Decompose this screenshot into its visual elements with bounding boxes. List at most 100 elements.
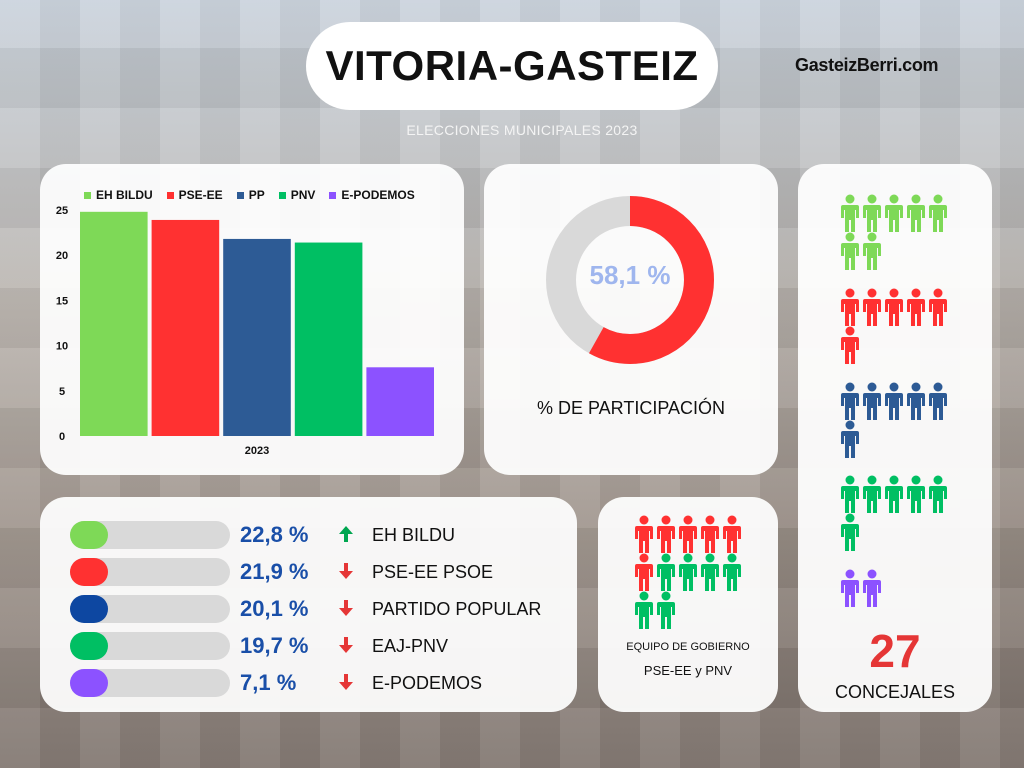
council-seat-icon (840, 232, 860, 272)
legend-label: PNV (290, 188, 316, 202)
result-bar-fill (70, 521, 108, 549)
council-seat-icon (840, 194, 860, 234)
participation-label: % DE PARTICIPACIÓN (536, 398, 726, 418)
bar-pse-ee (151, 219, 220, 436)
council-seat-icon (840, 569, 860, 609)
result-bar-track (70, 632, 230, 660)
result-bar-fill (70, 595, 108, 623)
council-seat-icon (840, 326, 860, 366)
council-seat-icon (884, 194, 904, 234)
legend-item: PSE-EE (166, 188, 223, 202)
result-row: 22,8 % EH BILDU (70, 521, 455, 549)
result-party: E-PODEMOS (372, 672, 483, 693)
y-tick-label: 15 (56, 295, 68, 307)
council-seats-card: 27 CONCEJALES (798, 164, 992, 712)
legend-swatch (278, 191, 286, 199)
bar-e-podemos (366, 367, 434, 436)
council-seat-icon (862, 475, 882, 515)
page-subtitle: ELECCIONES MUNICIPALES 2023 (406, 122, 638, 138)
site-logo: GasteizBerri.com (795, 55, 939, 75)
chart-legend: EH BILDU PSE-EE PP PNV E-PODEMOS (84, 188, 415, 202)
council-seat-icon (906, 194, 926, 234)
government-seat-icon (678, 515, 698, 555)
result-percentage: 22,8 % (240, 522, 309, 547)
government-seat-icon (722, 553, 742, 593)
donut-arc (546, 196, 714, 364)
council-seat-icon (928, 382, 948, 422)
result-row: 20,1 % PARTIDO POPULAR (70, 595, 541, 623)
legend-swatch (166, 191, 174, 199)
result-row: 21,9 % PSE-EE PSOE (70, 558, 493, 586)
council-seat-icon (906, 382, 926, 422)
arrow-down-icon (338, 562, 364, 582)
result-percentage: 20,1 % (240, 596, 309, 621)
result-bar-track (70, 558, 230, 586)
government-parties: PSE-EE y PNV (643, 663, 733, 678)
arrow-down-icon (338, 636, 364, 656)
government-seat-icon (700, 515, 720, 555)
y-tick-label: 25 (56, 205, 68, 217)
legend-item: PNV (278, 188, 316, 202)
council-seat-icon (862, 232, 882, 272)
council-seat-icon (884, 288, 904, 328)
result-bar-track (70, 521, 230, 549)
council-seat-icon (840, 513, 860, 553)
legend-label: EH BILDU (96, 188, 153, 202)
government-seat-icon (634, 553, 654, 593)
participation-card: 58,1 % % DE PARTICIPACIÓN (484, 164, 778, 475)
council-seat-icon (862, 194, 882, 234)
x-tick-label: 2023 (245, 445, 269, 457)
y-tick-label: 10 (56, 341, 68, 353)
council-seat-icon (928, 288, 948, 328)
government-title: EQUIPO DE GOBIERNO (626, 641, 750, 653)
result-party: EH BILDU (372, 524, 456, 545)
y-tick-label: 20 (56, 250, 68, 262)
result-party: PSE-EE PSOE (372, 561, 494, 582)
government-seat-icon (634, 515, 654, 555)
government-seat-icon (722, 515, 742, 555)
government-seat-icon (678, 553, 698, 593)
arrow-down-icon (338, 599, 364, 619)
legend-item: PP (236, 188, 265, 202)
result-percentage: 7,1 % (240, 670, 297, 695)
legend-swatch (84, 191, 91, 199)
bar-pp (223, 238, 291, 436)
legend-label: E-PODEMOS (341, 188, 415, 202)
bar-chart: 0 5 10 15 20 25 2023 (56, 205, 434, 457)
government-card: EQUIPO DE GOBIERNO PSE-EE y PNV (598, 497, 778, 712)
council-seat-icon (840, 288, 860, 328)
result-bar-fill (70, 558, 108, 586)
result-percentage: 19,7 % (240, 633, 309, 658)
council-seat-icon (906, 475, 926, 515)
result-row: 19,7 % EAJ-PNV (70, 632, 448, 660)
legend-item: E-PODEMOS (329, 188, 415, 202)
arrow-down-icon (338, 673, 364, 693)
legend-swatch (329, 191, 337, 199)
legend-label: PP (248, 188, 265, 202)
result-party: EAJ-PNV (372, 635, 449, 656)
result-bar-fill (70, 669, 108, 697)
page-title: VITORIA-GASTEIZ (306, 22, 718, 110)
council-total: 27 (869, 625, 921, 677)
participation-value: 58,1 % (589, 260, 671, 290)
legend-label: PSE-EE (178, 188, 223, 202)
council-seat-icon (884, 475, 904, 515)
government-seat-icon (634, 591, 654, 631)
council-seat-icon (862, 288, 882, 328)
government-seat-icon (700, 553, 720, 593)
result-bar-track (70, 595, 230, 623)
government-seat-icon (656, 515, 676, 555)
council-seat-icon (906, 288, 926, 328)
council-seat-icon (840, 475, 860, 515)
y-tick-label: 0 (59, 431, 65, 443)
result-row: 7,1 % E-PODEMOS (70, 669, 482, 697)
arrow-up-icon (338, 525, 364, 545)
results-card: 22,8 % EH BILDU 21,9 % PSE-EE PSOE 20,1 % PAR… (40, 497, 577, 712)
council-seat-icon (928, 475, 948, 515)
y-tick-label: 5 (59, 386, 65, 398)
council-seat-icon (840, 382, 860, 422)
result-bar-track (70, 669, 230, 697)
bar-chart-card: EH BILDU PSE-EE PP PNV E-PODEMOS 0 5 10 15 20 25 2… (40, 164, 464, 475)
participation-donut (546, 196, 714, 364)
bar-pnv (294, 242, 363, 436)
